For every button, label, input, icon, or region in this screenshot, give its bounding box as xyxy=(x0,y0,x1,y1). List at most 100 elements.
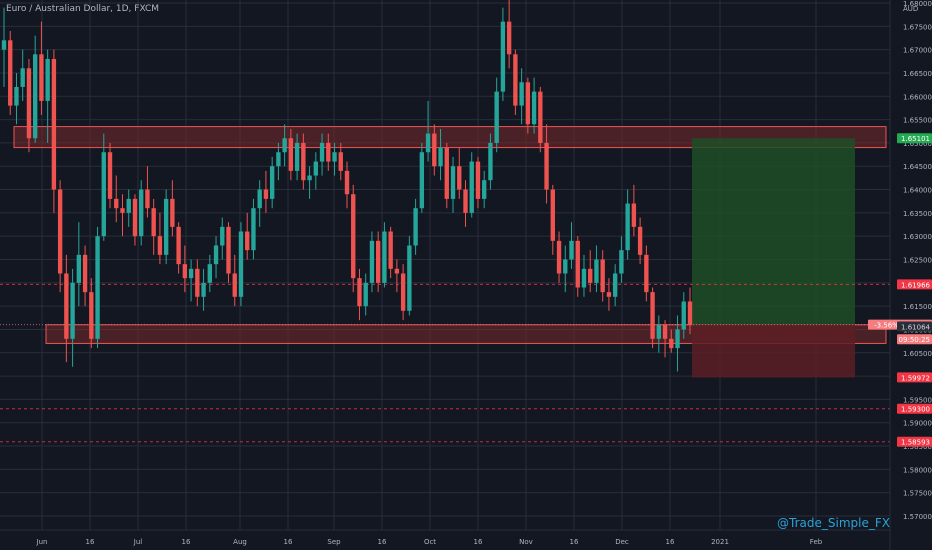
y-tick-label: 1.58500 xyxy=(903,443,932,451)
candle-body xyxy=(176,226,181,265)
candle-body xyxy=(45,58,50,101)
candle-body xyxy=(95,236,100,339)
candle-body xyxy=(294,142,300,171)
author-watermark: @Trade_Simple_FX xyxy=(777,516,890,530)
candle xyxy=(650,287,655,349)
candle xyxy=(363,273,368,316)
candle-body xyxy=(26,68,32,139)
candle-body xyxy=(662,324,668,339)
candle xyxy=(338,142,343,181)
candle-body xyxy=(76,254,82,283)
candle xyxy=(444,142,449,209)
candle-body xyxy=(139,189,144,237)
candle xyxy=(631,184,637,237)
candle xyxy=(662,320,668,358)
candle-body xyxy=(120,208,125,213)
candle-body xyxy=(581,268,587,288)
candle-body xyxy=(606,292,612,297)
candle-body xyxy=(276,152,281,167)
x-tick-label: 16 xyxy=(570,538,579,546)
price-label-text: 09:50:25 xyxy=(899,336,930,344)
candle xyxy=(132,194,138,246)
x-tick-label: 16 xyxy=(284,538,293,546)
candle xyxy=(95,226,100,349)
candle-body xyxy=(631,203,637,227)
candle xyxy=(26,58,32,153)
candle-body xyxy=(213,245,219,265)
candle-body xyxy=(419,152,425,209)
candle xyxy=(195,259,200,307)
candle-body xyxy=(145,189,150,209)
candle-body xyxy=(163,198,169,255)
candle-body xyxy=(644,254,649,293)
candles-layer xyxy=(1,0,693,372)
candle-body xyxy=(475,161,481,199)
price-label-bg xyxy=(897,372,932,383)
profit-zone xyxy=(692,138,855,325)
candle xyxy=(114,175,119,223)
candle-body xyxy=(238,231,244,297)
candle xyxy=(425,100,431,162)
price-label-bg xyxy=(897,279,932,290)
y-tick-label: 1.57000 xyxy=(903,513,932,521)
candle-body xyxy=(444,147,449,199)
candle xyxy=(506,0,512,69)
candle-body xyxy=(506,21,512,55)
candle xyxy=(70,268,75,367)
candle xyxy=(656,315,662,353)
candle xyxy=(20,49,25,101)
candle-body xyxy=(519,82,524,106)
candle-body xyxy=(432,133,437,167)
candle xyxy=(594,245,599,293)
chart-title: Euro / Australian Dollar, 1D, FXCM xyxy=(6,4,160,14)
candle xyxy=(394,259,400,293)
price-label-text: 1.58593 xyxy=(901,439,930,447)
candle-body xyxy=(301,142,306,181)
candle xyxy=(625,189,630,260)
candle xyxy=(269,156,275,209)
candle xyxy=(513,49,518,115)
candle-body xyxy=(637,226,643,255)
candle xyxy=(201,268,206,311)
candle-body xyxy=(382,231,387,283)
dashed-levels-layer xyxy=(0,283,890,443)
candle xyxy=(382,222,387,288)
price-axis[interactable]: 1.68000 1.67500 1.67000 1.66500 1.66000 1.655… xyxy=(889,0,932,550)
y-tick-label: 1.59500 xyxy=(903,396,932,404)
time-axis[interactable]: Jun 16 Jul 16 Aug 16 Sep 16 Oct 16 Nov 16 Dec 16 2021 F… xyxy=(0,529,890,546)
candle-body xyxy=(544,142,549,190)
candle-body xyxy=(326,142,331,162)
candle-body xyxy=(114,198,119,209)
candle-body xyxy=(450,166,456,199)
candle-body xyxy=(201,282,206,297)
x-tick-label: Feb xyxy=(810,538,823,546)
price-label-bg xyxy=(897,321,932,332)
candle-body xyxy=(101,152,106,237)
candle-body xyxy=(612,273,618,297)
candle-body xyxy=(438,147,443,167)
y-tick-label: 1.57500 xyxy=(903,490,932,498)
candle-body xyxy=(369,240,375,283)
candle xyxy=(226,222,231,283)
candle-body xyxy=(513,54,518,106)
candle xyxy=(475,156,481,209)
candle xyxy=(82,245,88,307)
candle-body xyxy=(263,189,269,199)
price-label-text: 1.61064 xyxy=(901,323,930,331)
candle xyxy=(220,217,225,260)
candle xyxy=(612,264,618,307)
candle-body xyxy=(619,250,624,274)
candle xyxy=(550,184,555,255)
price-label-text: 1.59972 xyxy=(901,374,930,382)
x-tick-label: 16 xyxy=(474,538,483,546)
candle-body xyxy=(469,161,474,213)
candle-body xyxy=(569,240,574,260)
candle xyxy=(14,72,19,125)
candle xyxy=(351,184,356,293)
candle xyxy=(151,198,156,255)
candle-body xyxy=(457,166,462,190)
y-tick-label: 1.65500 xyxy=(903,117,932,125)
candle-body xyxy=(675,329,680,349)
